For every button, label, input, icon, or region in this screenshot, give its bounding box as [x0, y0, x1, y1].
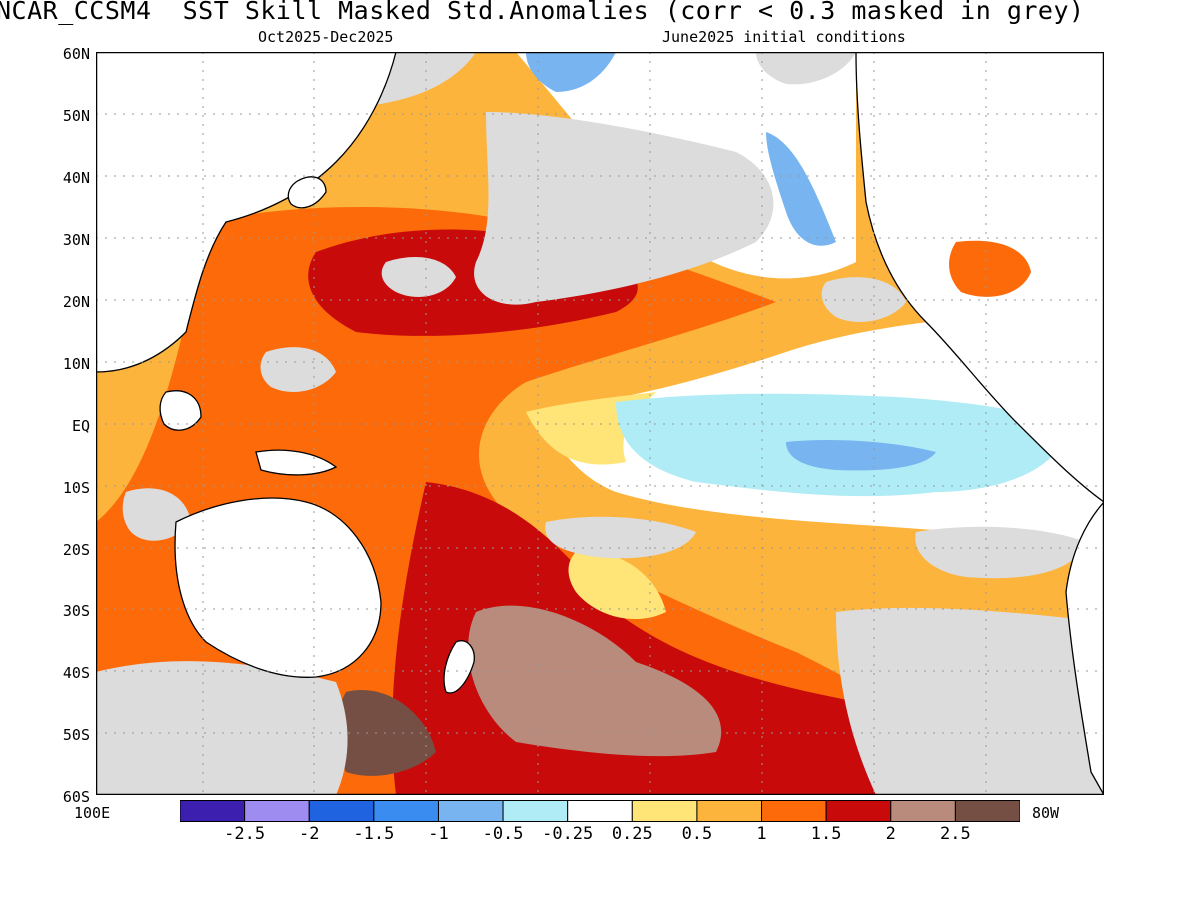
colorbar-tick-label: -1: [428, 824, 449, 844]
lat-label-10n: 10N: [62, 355, 90, 373]
sst-anomaly-map: [96, 52, 1104, 795]
land-areas: [96, 52, 1104, 795]
colorbar-swatch: [631, 800, 698, 822]
blue-equatorial-patch: [786, 440, 936, 471]
colorbar-swatch: [373, 800, 439, 822]
colorbar-swatch: [696, 800, 763, 822]
mask-bering: [756, 52, 856, 85]
new-zealand-land: [443, 640, 475, 694]
colorbar-tick-label: 2.5: [940, 824, 971, 844]
lat-label-20n: 20N: [62, 293, 90, 311]
blue-north: [526, 52, 616, 92]
mask-kuroshio: [381, 257, 456, 297]
colorbar-swatch: [180, 800, 246, 822]
initial-conditions: June2025 initial conditions: [662, 28, 906, 46]
brown-south: [468, 605, 722, 757]
gulf-of-mexico: [949, 240, 1031, 297]
colorbar: [180, 800, 1020, 822]
colorbar-swatch: [567, 800, 633, 822]
lat-label-60s: 60S: [62, 788, 90, 806]
mask-south-mid: [915, 526, 1086, 579]
chart-title: NCAR_CCSM4 SST Skill Masked Std.Anomalie…: [0, 0, 1085, 25]
japan-land: [287, 176, 327, 209]
colorbar-tick-label: -0.5: [482, 824, 524, 844]
gold-south-patch: [568, 551, 666, 620]
mask-indian-ocean: [122, 488, 191, 541]
colorbar-tick-label: 1: [756, 824, 767, 844]
borneo-land: [159, 390, 202, 431]
lat-label-eq: EQ: [71, 417, 90, 435]
colorbar-tick-label: -1.5: [353, 824, 395, 844]
lat-label-60n: 60N: [62, 45, 90, 63]
new-guinea-land: [255, 449, 338, 476]
colorbar-tick-label: 2: [885, 824, 896, 844]
colorbar-swatch: [308, 800, 375, 822]
lat-label-20s: 20S: [62, 541, 90, 559]
mask-north-pacific: [474, 112, 774, 305]
south-america-land: [1065, 501, 1104, 795]
mask-southern-ocean: [96, 661, 348, 795]
colorbar-tick-label: -0.25: [542, 824, 594, 844]
lat-label-30s: 30S: [62, 602, 90, 620]
colorbar-swatch: [761, 800, 827, 822]
lat-label-40s: 40S: [62, 664, 90, 682]
colorbar-swatch: [502, 800, 569, 822]
colorbar-swatch: [825, 800, 892, 822]
forecast-period: Oct2025-Dec2025: [258, 28, 394, 46]
colorbar-tick-label: -2: [298, 824, 320, 844]
lon-label-left: 100E: [74, 804, 111, 822]
mask-southeast: [836, 607, 1104, 795]
colorbar-tick-label: 0.5: [681, 824, 713, 844]
grid-lines: [96, 52, 1104, 795]
lat-label-40n: 40N: [62, 169, 90, 187]
blue-california: [766, 132, 836, 246]
colorbar-swatch: [890, 800, 956, 822]
colorbar-swatch: [244, 800, 310, 822]
lat-label-10s: 10S: [62, 479, 90, 497]
mask-central-north: [821, 277, 906, 322]
colorbar-swatch: [954, 800, 1020, 822]
lat-label-30n: 30N: [62, 231, 90, 249]
asia-land: [96, 52, 397, 373]
map-frame: [96, 52, 1104, 795]
colorbar-tick-label: 0.25: [611, 824, 653, 844]
lon-label-right: 80W: [1032, 804, 1060, 822]
colorbar-tick-label: 1.5: [810, 824, 842, 844]
mask-philippine: [260, 347, 336, 392]
lat-label-50s: 50S: [62, 726, 90, 744]
australia-land: [174, 497, 382, 678]
lat-label-50n: 50N: [62, 107, 90, 125]
colorbar-swatch: [437, 800, 504, 822]
colorbar-tick-label: -2.5: [224, 824, 266, 844]
